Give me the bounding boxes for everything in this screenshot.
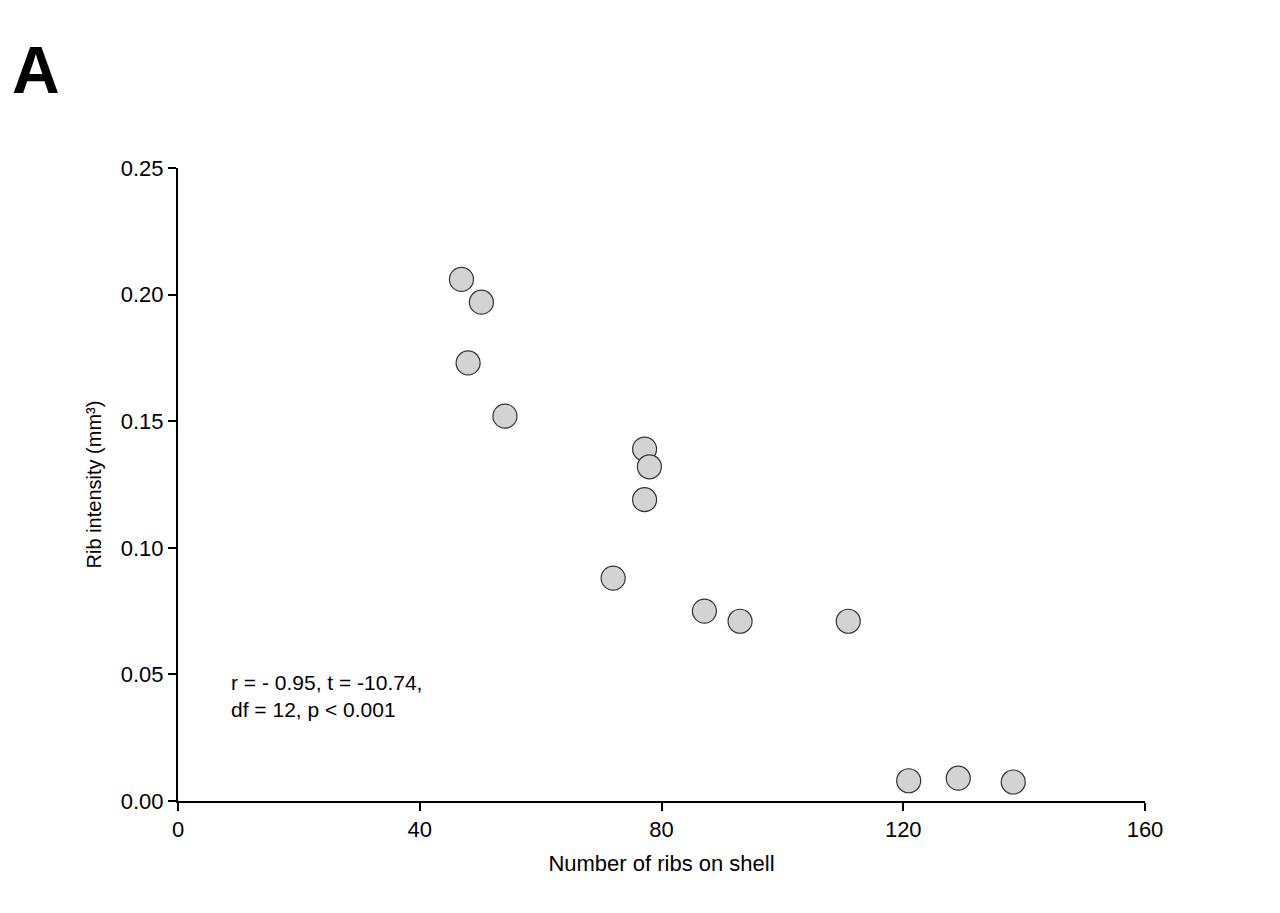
svg-text:0.15: 0.15 [121, 409, 164, 434]
svg-text:160: 160 [1127, 817, 1164, 842]
svg-text:Number of ribs on shell: Number of ribs on shell [548, 851, 774, 876]
svg-text:0.05: 0.05 [121, 662, 164, 687]
svg-text:40: 40 [408, 817, 432, 842]
svg-text:Rib intensity (mm³): Rib intensity (mm³) [83, 401, 105, 569]
svg-text:0.10: 0.10 [121, 536, 164, 561]
svg-text:A: A [12, 33, 60, 107]
svg-text:120: 120 [885, 817, 922, 842]
svg-text:0: 0 [172, 817, 184, 842]
svg-text:r = - 0.95, t = -10.74,df = 12: r = - 0.95, t = -10.74,df = 12, p < 0.00… [231, 671, 422, 721]
svg-text:0.25: 0.25 [121, 156, 164, 181]
svg-text:0.20: 0.20 [121, 282, 164, 307]
svg-text:0.00: 0.00 [121, 789, 164, 814]
svg-text:80: 80 [649, 817, 673, 842]
